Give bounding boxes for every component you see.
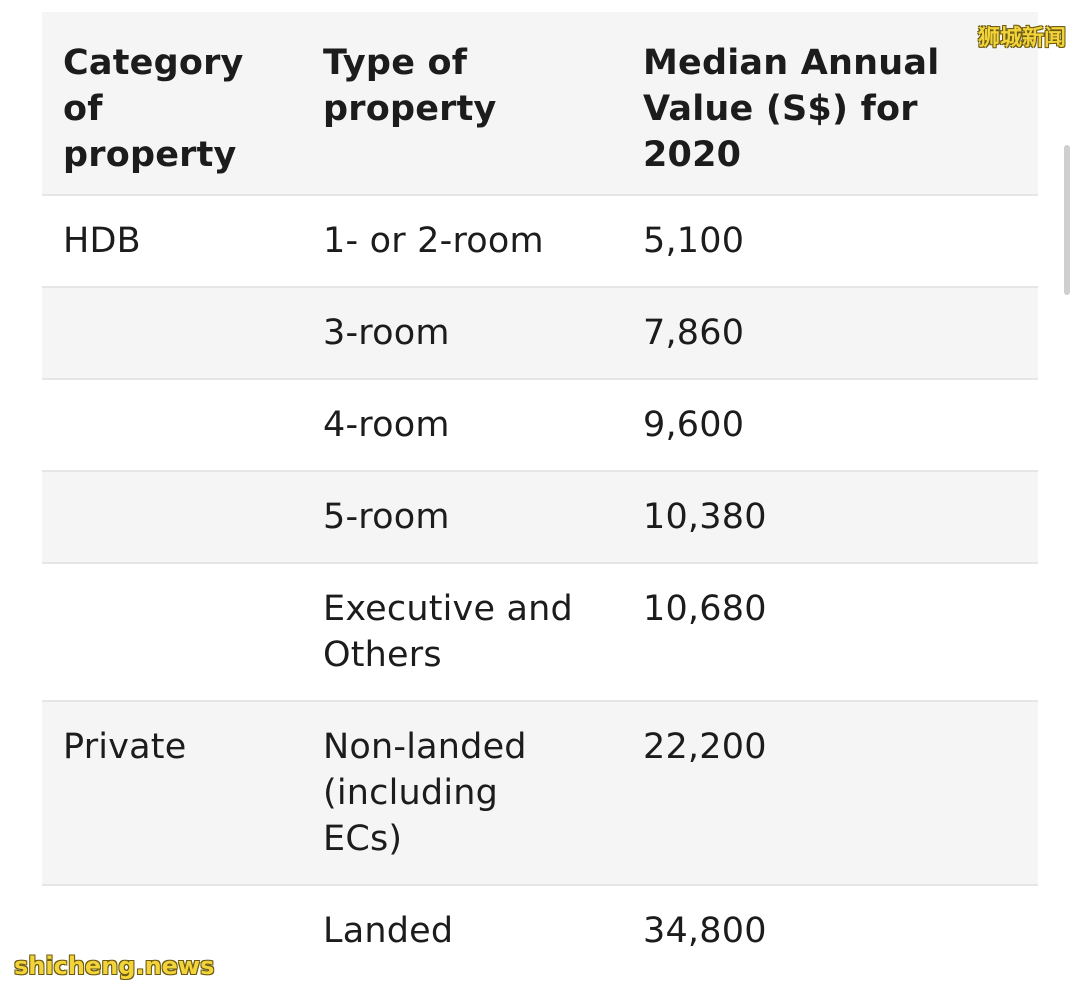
table-row: HDB 1- or 2-room 5,100 [42,195,1038,288]
table-row: 3-room 7,860 [42,287,1038,380]
cell-value: 7,860 [622,287,1038,380]
cell-type: Executive and Others [302,563,622,702]
table-row: 4-room 9,600 [42,379,1038,472]
cell-category [42,471,302,564]
cell-type: Non-landed (including ECs) [302,701,622,886]
cell-type: 5-room [302,471,622,564]
cell-value: 5,100 [622,195,1038,288]
header-median-value: Median Annual Value (S$) for 2020 [622,12,1038,196]
header-row: Category of property Type of property Me… [42,12,1038,196]
cell-value: 10,680 [622,563,1038,702]
table-row: Landed 34,800 [42,885,1038,984]
header-category: Category of property [42,12,302,196]
cell-category [42,287,302,380]
header-type: Type of property [302,12,622,196]
vertical-scrollbar[interactable] [1064,145,1070,295]
cell-type: 3-room [302,287,622,380]
cell-category [42,563,302,702]
cell-type: 4-room [302,379,622,472]
property-value-table-container: Category of property Type of property Me… [42,12,1038,984]
watermark-top-right: 狮城新闻 [977,26,1066,51]
cell-category [42,379,302,472]
cell-value: 10,380 [622,471,1038,564]
cell-type: 1- or 2-room [302,195,622,288]
table-header: Category of property Type of property Me… [42,12,1038,196]
cell-category: Private [42,701,302,886]
cell-category [42,885,302,984]
table-row: Executive and Others 10,680 [42,563,1038,702]
watermark-bottom-left: shicheng.news [14,952,215,980]
cell-value: 22,200 [622,701,1038,886]
cell-value: 9,600 [622,379,1038,472]
table-body: HDB 1- or 2-room 5,100 3-room 7,860 4-ro… [42,195,1038,984]
table-row: 5-room 10,380 [42,471,1038,564]
property-value-table: Category of property Type of property Me… [42,12,1038,984]
cell-category: HDB [42,195,302,288]
cell-value: 34,800 [622,885,1038,984]
table-row: Private Non-landed (including ECs) 22,20… [42,701,1038,886]
cell-type: Landed [302,885,622,984]
